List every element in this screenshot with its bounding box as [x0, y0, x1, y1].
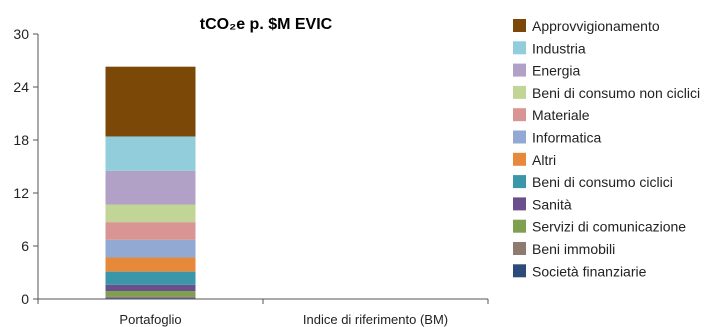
- legend-label: Sanità: [532, 196, 572, 212]
- x-tick-label: Portafoglio: [119, 312, 181, 327]
- legend-swatch: [513, 197, 526, 211]
- chart-axes: 0 6 12 18 24 30 Portafoglio Indice di riferimen…: [13, 26, 489, 327]
- chart-title: tCO₂e p. $M EVIC: [200, 16, 333, 33]
- legend-label: Approvvigionamento: [532, 18, 660, 34]
- y-tick-label: 30: [13, 26, 29, 42]
- legend-swatch: [513, 242, 526, 255]
- y-tick-label: 12: [13, 185, 29, 201]
- chart-legend: Approvvigionamento Industria Energia Beni d…: [513, 18, 700, 279]
- legend-label: Società finanziarie: [532, 263, 647, 279]
- legend-swatch: [513, 130, 526, 144]
- bar-segment: [105, 170, 196, 205]
- bar-segment: [105, 296, 196, 299]
- legend-label: Beni immobili: [532, 241, 615, 257]
- legend-label: Informatica: [532, 130, 601, 146]
- legend-swatch: [513, 63, 526, 77]
- legend-label: Altri: [532, 152, 556, 168]
- legend-label: Materiale: [532, 107, 590, 123]
- legend-swatch: [513, 19, 526, 32]
- y-tick-label: 18: [13, 132, 29, 148]
- bar-segment: [105, 284, 196, 292]
- legend-swatch: [513, 264, 526, 278]
- bar-segment: [105, 291, 196, 297]
- legend-swatch: [513, 152, 526, 166]
- legend-swatch: [513, 219, 526, 233]
- bar-segment: [105, 222, 196, 240]
- y-tick-label: 6: [21, 238, 29, 254]
- y-tick-label: 24: [13, 79, 29, 95]
- legend-label: Beni di consumo ciclici: [532, 174, 673, 190]
- legend-label: Beni di consumo non ciclici: [532, 85, 700, 101]
- bar-segment: [105, 66, 196, 137]
- x-tick-label: Indice di riferimento (BM): [303, 312, 448, 327]
- bar-segment: [105, 298, 196, 299]
- bar-segment: [105, 239, 196, 258]
- legend-swatch: [513, 175, 526, 189]
- legend-swatch: [513, 41, 526, 55]
- legend-label: Energia: [532, 63, 580, 79]
- chart-bars: [105, 66, 196, 299]
- y-tick-label: 0: [21, 291, 29, 307]
- legend-swatch: [513, 85, 526, 99]
- bar-segment: [105, 271, 196, 285]
- bar-segment: [105, 204, 196, 223]
- bar-segment: [105, 257, 196, 272]
- legend-swatch: [513, 108, 526, 122]
- legend-label: Industria: [532, 40, 586, 56]
- legend-label: Servizi di comunicazione: [532, 219, 686, 235]
- bar-segment: [105, 136, 196, 171]
